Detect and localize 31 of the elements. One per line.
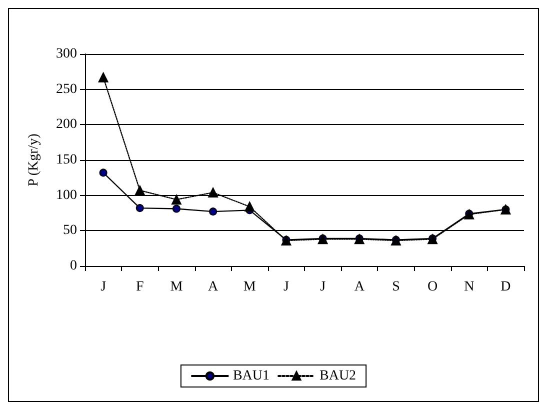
point [99, 168, 108, 177]
x-tick-label: J [100, 280, 107, 294]
x-tick-label: J [283, 280, 290, 294]
y-tick-label: 0 [70, 258, 77, 274]
x-tick-label: J [320, 280, 326, 294]
point [136, 204, 144, 212]
point [244, 202, 255, 212]
point [208, 188, 218, 198]
x-tick-label: A [208, 280, 219, 294]
point [134, 185, 145, 196]
x-tick-label: N [464, 280, 474, 294]
point [209, 208, 218, 216]
legend-label: BAU2 [320, 368, 356, 384]
y-tick-label: 300 [56, 46, 77, 62]
legend-label: BAU1 [232, 368, 270, 384]
y-tick-label: 250 [56, 82, 77, 97]
y-tick-label: 150 [56, 152, 77, 168]
y-tick-label: 50 [63, 223, 77, 238]
point [98, 72, 108, 82]
x-tick-label: F [136, 280, 144, 294]
x-tick-label: D [500, 280, 511, 294]
x-tick-label: O [427, 280, 438, 294]
x-tick-label: M [170, 280, 184, 294]
x-tick-label: A [354, 280, 366, 294]
point [172, 204, 180, 213]
y-axis-title: P (Kgr/y) [26, 133, 42, 186]
x-tick-label: S [392, 280, 400, 294]
y-tick-label: 100 [56, 188, 77, 203]
y-tick-label: 200 [56, 117, 77, 132]
x-tick-label: M [243, 280, 256, 294]
point [171, 194, 182, 205]
